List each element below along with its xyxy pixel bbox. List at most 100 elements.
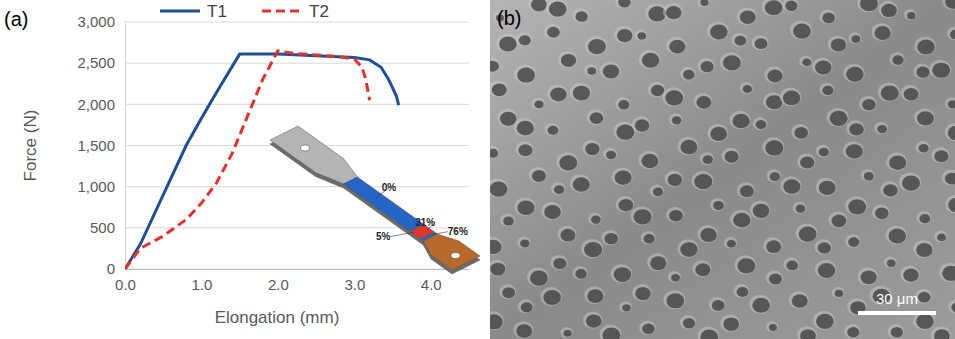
sem-dimple-rim	[677, 239, 698, 258]
sem-dimple-rim	[913, 240, 933, 258]
sem-dimple	[694, 174, 712, 189]
grip-left	[270, 126, 358, 184]
sem-dimple	[786, 260, 798, 270]
inset-label: 76%	[448, 226, 468, 237]
x-tick-label: 0.0	[115, 276, 136, 293]
sem-dimple-rim	[570, 174, 591, 193]
sem-dimple-rim	[750, 201, 771, 219]
sem-dimple	[861, 270, 877, 284]
sem-dimple	[672, 116, 682, 124]
sem-dimple	[642, 323, 654, 334]
sem-dimple-rim	[666, 37, 686, 55]
sem-dimple	[752, 298, 770, 313]
sem-dimple	[591, 215, 601, 223]
sem-dimple	[680, 242, 697, 257]
grip-hole	[301, 145, 310, 151]
x-tick: 4.0	[421, 269, 442, 293]
sem-dimple-rim	[529, 167, 547, 183]
legend-label: T1	[207, 2, 227, 21]
sem-dimple	[753, 204, 770, 218]
sem-dimple-rim	[614, 26, 634, 43]
sem-dimple	[638, 32, 647, 39]
sem-dimple	[490, 314, 503, 329]
x-axis-line	[126, 269, 470, 270]
sem-dimple-rim	[582, 140, 600, 156]
sem-dimple-rim	[813, 311, 835, 330]
grid-line	[125, 63, 469, 64]
sem-dimple	[852, 35, 861, 42]
sem-dimple	[916, 314, 934, 329]
sem-dimple-rim	[942, 170, 955, 186]
y-tick-label: 2,000	[77, 96, 115, 113]
sem-dimple-rim	[490, 178, 509, 197]
plot-area	[125, 51, 399, 269]
sem-dimple	[822, 86, 833, 95]
sem-dimple	[934, 150, 948, 162]
sem-dimple-rim	[904, 9, 916, 20]
sem-dimple-rim	[752, 35, 769, 50]
y-tick: 0	[107, 260, 125, 277]
sem-dimple-rim	[886, 226, 907, 245]
sem-dimple	[490, 240, 502, 254]
grid-line	[125, 104, 469, 105]
sem-dimple	[889, 155, 906, 169]
sem-dimple-rim	[490, 260, 506, 277]
x-tick: 0.0	[115, 269, 136, 293]
sem-dimple	[864, 172, 874, 180]
sem-dimple-rim	[791, 124, 809, 140]
sem-dimple	[904, 88, 919, 101]
sem-dimple	[544, 205, 561, 219]
sem-dimple-rim	[550, 255, 567, 270]
sem-dimple	[518, 144, 532, 156]
sem-dimple	[618, 0, 630, 7]
sem-dimple-rim	[639, 320, 655, 335]
specimen-inset: 0%5%31%76%	[270, 126, 480, 274]
sem-dimple	[531, 0, 547, 11]
sem-dimple-rim	[515, 141, 533, 157]
y-tick: 1,500	[77, 137, 125, 154]
sem-dimple-rim	[783, 257, 799, 271]
sem-dimple-rim	[789, 291, 809, 309]
sem-dimple	[586, 314, 602, 327]
sem-dimple-rim	[797, 326, 817, 339]
sem-dimple-rim	[872, 205, 890, 221]
sem-dimple-rim	[945, 123, 955, 142]
sem-dimple	[680, 140, 697, 155]
sem-dimple-rim	[572, 266, 587, 280]
sem-dimple-rim	[638, 151, 659, 169]
sem-dimple-rim	[518, 299, 534, 313]
sem-dimple	[701, 61, 714, 72]
sem-dimple-rim	[669, 113, 683, 125]
sem-dimple	[642, 53, 660, 68]
x-axis: 0.01.02.03.04.0	[115, 269, 469, 293]
sem-dimple-rim	[859, 96, 877, 112]
sem-dimple	[796, 205, 806, 213]
sem-dimple	[519, 35, 531, 45]
sem-dimple	[934, 329, 950, 339]
sem-dimple-rim	[601, 230, 618, 245]
sem-dimple-rim	[827, 108, 849, 127]
figure: (a)0.01.02.03.04.005001,0001,5002,0002,5…	[0, 0, 955, 339]
grid-line	[125, 186, 469, 187]
sem-dimple-rim	[612, 167, 633, 185]
y-tick-label: 0	[107, 260, 115, 277]
sem-dimple	[666, 293, 684, 308]
grid	[125, 22, 469, 269]
sem-dimple	[635, 119, 650, 131]
sem-dimple	[561, 229, 576, 242]
sem-dimple	[641, 154, 658, 168]
sem-dimple	[634, 209, 652, 224]
sem-dimple-rim	[819, 10, 836, 25]
sem-dimple	[644, 234, 655, 243]
sem-dimple	[575, 269, 586, 279]
sem-dimple-rim	[611, 264, 632, 283]
y-tick: 2,000	[77, 96, 125, 113]
sem-dimple	[932, 63, 950, 78]
x-tick-label: 3.0	[344, 276, 365, 293]
legend-swatch	[160, 10, 200, 13]
sem-dimple	[603, 65, 619, 79]
y-axis: 05001,0001,5002,0002,5003,000	[77, 13, 125, 277]
sem-dimple-rim	[845, 196, 867, 215]
sem-dimple	[547, 27, 560, 38]
sem-dimple	[802, 59, 811, 67]
